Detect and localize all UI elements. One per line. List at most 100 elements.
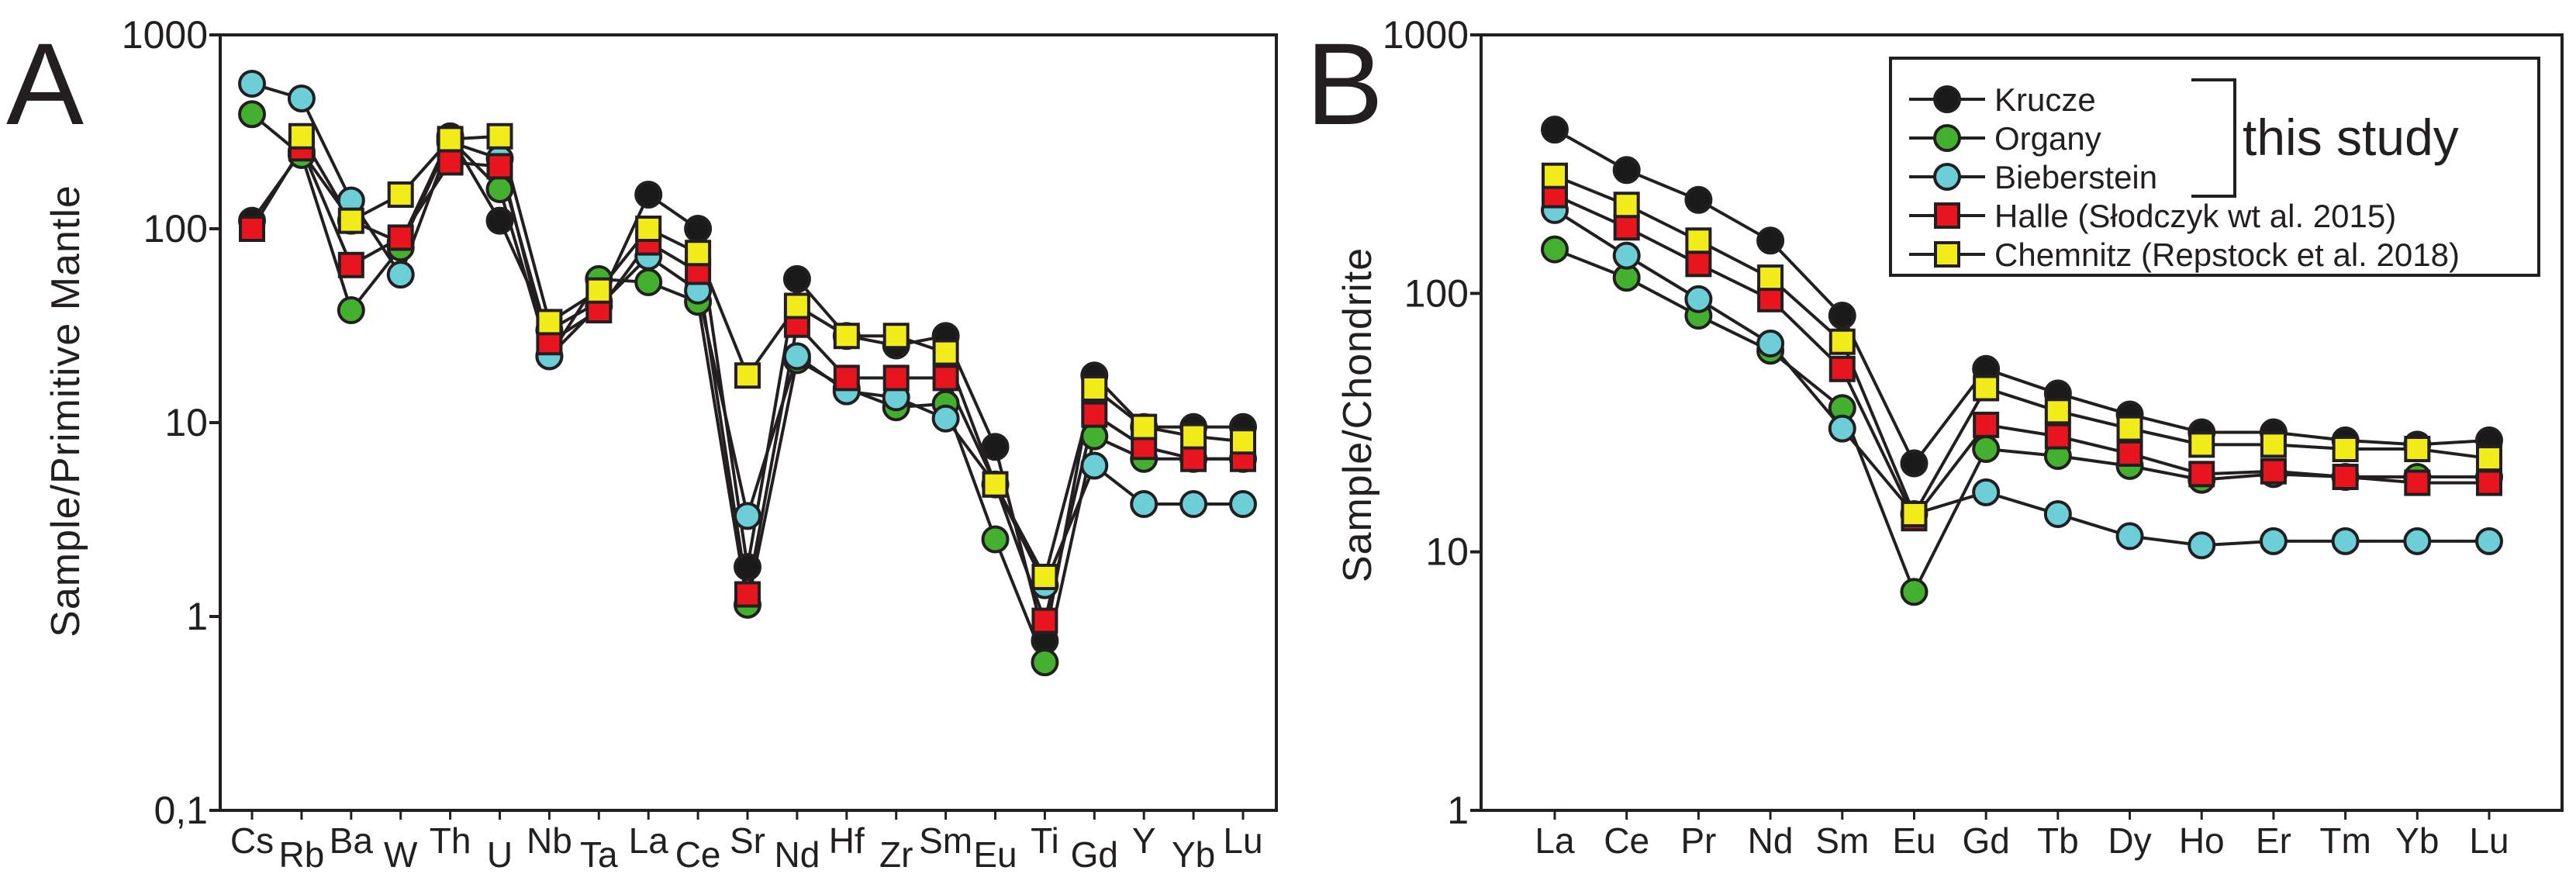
data-point [1031,563,1058,590]
data-point [1179,490,1208,519]
x-tick-label: Ti [1031,820,1059,861]
data-point [486,153,513,180]
x-tick-label: Ta [580,834,618,875]
y-tick-label: 10 [1425,530,1469,574]
panel-b-x-ticks: La Ce Pr Nd Sm Eu Gd Tb Dy Ho Er Tm Yb Lu [1535,810,2509,861]
x-tick-label: Ba [330,820,374,861]
x-tick-label: Tm [2319,820,2371,861]
data-point [635,216,662,242]
data-point [387,181,414,208]
data-point [1613,214,1640,241]
data-point [2116,415,2143,442]
data-point [585,277,613,304]
x-tick-label: Ce [675,834,721,875]
legend-marker [1933,163,1961,191]
data-point [2260,431,2287,458]
data-point [386,261,415,289]
x-tick-label: Nd [1748,820,1794,861]
data-point [1081,401,1108,428]
legend-marker [1933,124,1961,152]
data-point [1756,226,1785,255]
panel-b-letter: B [1306,19,1383,149]
data-point [1828,302,1856,330]
data-point [2260,458,2287,485]
x-tick-label: Tb [2037,820,2079,861]
data-point [1612,241,1641,270]
x-tick-label: Lu [1223,820,1262,861]
data-point [1756,329,1785,357]
x-tick-label: Gd [1962,820,2009,861]
data-point [287,84,316,112]
data-point [2403,527,2432,555]
y-tick-label: 100 [143,207,208,250]
data-point [783,292,810,319]
data-point [2404,469,2431,496]
panel-b-chart: B Sample/Chondrite 1 10 100 1000 La Ce Pr Nd Sm… [1306,13,2564,861]
data-point [2044,398,2071,425]
data-point [2259,527,2288,555]
data-point [931,404,960,433]
data-point [1031,648,1059,677]
data-point [1685,227,1712,254]
panel-b-y-axis-title: Sample/Chondrite [1335,247,1380,582]
data-point [782,264,811,293]
legend-bracket [2191,78,2236,198]
data-point [2044,423,2071,450]
data-point [536,309,563,336]
x-tick-label: W [384,834,418,875]
panel-b-plot-frame [1480,33,2564,812]
data-point [1612,156,1641,185]
data-point [437,149,464,176]
data-point [2331,527,2360,555]
data-point [882,323,910,350]
panel-a-y-ticks: 0,1 1 10 100 1000 [122,13,220,832]
data-point [734,502,761,530]
data-point [1130,490,1159,519]
data-point [2404,436,2431,463]
data-point [981,433,1010,461]
x-tick-label: Eu [1892,820,1935,861]
data-point [1685,250,1712,278]
data-point [1080,451,1109,480]
data-point [1542,162,1568,189]
x-tick-label: Dy [2108,820,2151,861]
data-point [782,342,811,371]
data-point [387,224,414,251]
x-tick-label: Gd [1071,834,1118,875]
y-tick-label: 1 [1447,789,1469,832]
data-point [1972,435,2001,464]
x-tick-label: Yb [1172,834,1215,875]
panel-a-y-axis-title: Sample/Primitive Mantle [43,185,88,637]
data-point [485,174,514,203]
data-point [684,215,713,243]
data-point [437,126,464,153]
y-tick-label: 100 [1404,271,1469,315]
data-point [2476,445,2502,472]
data-point [238,69,266,98]
data-point [833,364,860,392]
y-tick-label: 10 [164,401,208,444]
data-point [2188,531,2216,560]
x-tick-label: Sr [730,820,765,861]
data-point [1131,413,1158,440]
data-point [238,100,266,129]
data-point [734,362,761,389]
x-tick-label: Rb [278,834,324,875]
x-tick-label: La [629,820,669,861]
series-line [300,134,1244,582]
data-point [1757,264,1784,292]
data-point [1828,414,1856,443]
x-tick-label: Zr [879,834,913,875]
data-point [982,471,1009,498]
x-tick-label: Nd [774,834,820,875]
x-tick-label: Yb [2395,820,2439,861]
data-point [1541,116,1569,144]
data-point [486,123,513,150]
data-point [1973,375,2000,402]
data-point [932,364,959,392]
data-point [685,240,712,267]
x-tick-label: Hf [829,820,865,861]
y-tick-label: 0,1 [154,789,208,832]
x-tick-label: Cs [230,820,274,861]
